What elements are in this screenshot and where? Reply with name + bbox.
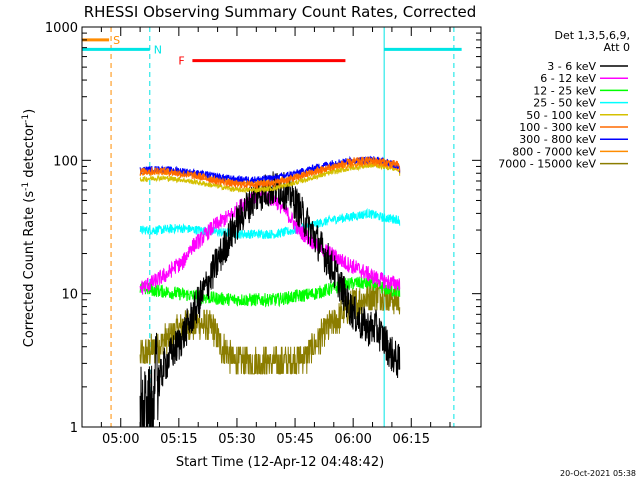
legend-label-1: 3 - 6 keV (547, 60, 596, 73)
series-line-7 (139, 155, 401, 184)
y-axis-label-mid: detector (22, 122, 37, 182)
legend-label-9: 7000 - 15000 keV (498, 158, 596, 171)
y-tick-label: 10 (61, 288, 78, 303)
y-tick-label: 1000 (45, 21, 78, 36)
legend-label-6: 100 - 300 keV (519, 121, 596, 134)
legend-label-7: 300 - 800 keV (519, 133, 596, 146)
plot-frame (81, 26, 482, 428)
plot-area: S N F 1 10 100 1000 05:00 05:15 05:30 05:45 06:00 06… (45, 21, 482, 447)
saa-label: S (113, 34, 120, 47)
legend-header-line2: Att 0 (604, 41, 630, 54)
x-tick-label: 06:00 (334, 432, 371, 447)
y-axis-label-main: Corrected Count Rate (s (22, 191, 37, 348)
y-axis-label: Corrected Count Rate (s-1 detector-1) (21, 109, 37, 347)
y-axis-label-sup2: -1 (21, 114, 31, 123)
y-axis-label-sup1: -1 (21, 182, 31, 191)
y-axis-label-end: ) (22, 109, 37, 114)
legend-label-8: 800 - 7000 keV (512, 145, 596, 158)
legend-label-3: 12 - 25 keV (533, 84, 596, 97)
chart-title: RHESSI Observing Summary Count Rates, Co… (84, 3, 477, 21)
y-tick-label: 100 (53, 154, 78, 169)
x-axis-label: Start Time (12-Apr-12 04:48:42) (176, 455, 384, 470)
x-tick-label: 05:45 (276, 432, 313, 447)
x-tick-label: 06:15 (393, 432, 430, 447)
footer-date: 20-Oct-2021 05:38 (560, 469, 636, 478)
x-tick-label: 05:30 (218, 432, 255, 447)
legend-label-2: 6 - 12 keV (540, 72, 596, 85)
x-tick-label: 05:00 (102, 432, 139, 447)
y-tick-label: 1 (70, 421, 78, 436)
x-tick-label: 05:15 (160, 432, 197, 447)
legend-header-line1: Det 1,3,5,6,9, (554, 29, 630, 42)
series-line-1 (139, 171, 401, 427)
night-label: N (154, 43, 162, 56)
series-line-4 (139, 207, 401, 240)
series-line-6 (139, 156, 401, 190)
series-line-3 (139, 275, 401, 308)
legend-label-4: 25 - 50 keV (533, 97, 596, 110)
flare-label: F (178, 55, 184, 68)
legend-label-5: 50 - 100 keV (526, 109, 596, 122)
